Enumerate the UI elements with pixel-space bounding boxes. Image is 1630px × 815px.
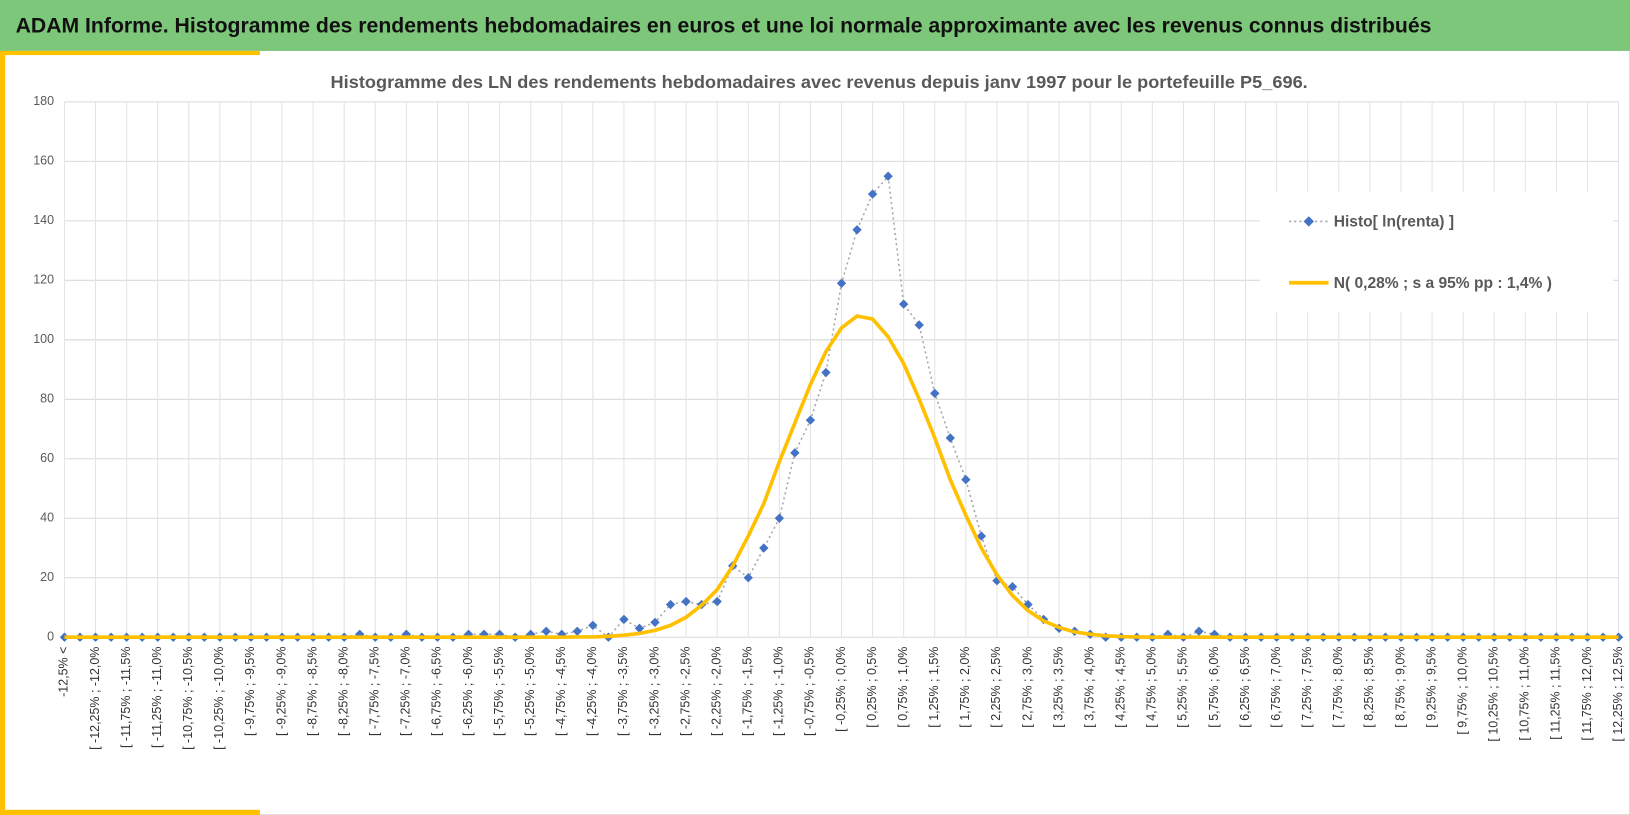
accent — [0, 50, 6, 815]
data-point — [852, 225, 862, 235]
x-tick-label: [ -9,75% ; -9,5% — [243, 647, 257, 736]
x-tick-label: [ 2,75% ; 3,0% — [1020, 647, 1034, 728]
x-tick-label: [ 3,25% ; 3,5% — [1051, 647, 1065, 728]
x-tick-label: -12,5% < — [57, 647, 71, 697]
legend-label: N( 0,28% ; s a 95% pp : 1,4% ) — [1334, 275, 1552, 292]
x-tick-label: [ -11,25% ; -11,0% — [150, 647, 164, 748]
x-tick-label: [ 4,25% ; 4,5% — [1114, 647, 1128, 728]
x-tick-label: [ -4,75% ; -4,5% — [554, 647, 568, 736]
y-tick-label: 160 — [33, 154, 54, 168]
x-tick-label: [ 6,75% ; 7,0% — [1269, 647, 1283, 728]
x-tick-label: [ 4,75% ; 5,0% — [1145, 647, 1159, 728]
data-point — [1194, 626, 1204, 636]
x-tick-label: [ -7,75% ; -7,5% — [368, 647, 382, 736]
chart-title: Histogramme des LN des rendements hebdom… — [331, 72, 1308, 92]
x-tick-label: [ -10,25% ; -10,0% — [212, 647, 226, 750]
y-tick-label: 60 — [40, 451, 54, 465]
legend-box — [1259, 192, 1614, 312]
x-tick-label: [ -12,25% ; -12,0% — [88, 647, 102, 750]
data-point — [634, 623, 645, 633]
data-point — [898, 299, 909, 309]
x-tick-label: [ -1,75% ; -1,5% — [741, 647, 755, 736]
x-tick-label: [ -0,25% ; 0,0% — [834, 647, 848, 732]
x-tick-label: [ -10,75% ; -10,5% — [181, 647, 195, 750]
y-tick-label: 0 — [47, 630, 54, 644]
data-point — [743, 573, 753, 583]
legend-label: Histo[ ln(renta) ] — [1334, 214, 1454, 231]
x-tick-label: [ 8,25% ; 8,5% — [1362, 647, 1376, 728]
x-tick-label: [ 2,25% ; 2,5% — [989, 647, 1003, 728]
x-tick-label: [ -4,25% ; -4,0% — [585, 647, 599, 736]
data-point — [572, 626, 582, 636]
y-tick-label: 100 — [33, 332, 54, 346]
data-point — [619, 614, 629, 625]
x-tick-label: [ 7,25% ; 7,5% — [1300, 647, 1314, 728]
x-tick-label: [ 0,75% ; 1,0% — [896, 647, 910, 728]
page-title: ADAM Informe. Histogramme des rendements… — [16, 15, 1432, 38]
data-point — [961, 474, 971, 485]
data-point — [712, 596, 722, 607]
y-tick-label: 180 — [33, 94, 54, 108]
x-tick-label: [ -8,75% ; -8,5% — [305, 647, 319, 736]
data-point — [650, 617, 660, 628]
x-tick-label: [ -3,25% ; -3,0% — [647, 647, 661, 736]
x-tick-label: [ -2,75% ; -2,5% — [678, 647, 692, 736]
y-tick-label: 80 — [40, 392, 54, 406]
data-point — [945, 433, 955, 443]
x-tick-label: [ -0,75% ; -0,5% — [803, 647, 817, 736]
data-point — [681, 596, 691, 607]
data-point — [665, 599, 676, 610]
y-tick-label: 40 — [40, 511, 54, 525]
x-tick-label: [ 10,25% ; 10,5% — [1487, 647, 1501, 742]
data-point — [759, 543, 769, 553]
x-tick-label: [ -11,75% ; -11,5% — [119, 647, 133, 748]
x-tick-label: [ 8,75% ; 9,0% — [1393, 647, 1407, 728]
data-point — [541, 626, 551, 636]
data-point — [976, 531, 987, 541]
x-tick-label: [ 12,25% ; 12,5% — [1611, 647, 1625, 742]
y-tick-label: 20 — [40, 570, 54, 584]
x-tick-label: [ -9,25% ; -9,0% — [274, 647, 288, 736]
x-tick-label: [ 9,25% ; 9,5% — [1424, 647, 1438, 728]
x-tick-label: [ 3,75% ; 4,0% — [1082, 647, 1096, 728]
x-tick-label: [ -3,75% ; -3,5% — [616, 647, 630, 736]
x-tick-label: [ -6,25% ; -6,0% — [461, 647, 475, 736]
x-tick-label: [ 9,75% ; 10,0% — [1455, 647, 1469, 735]
x-tick-label: [ 0,25% ; 0,5% — [865, 647, 879, 728]
x-tick-label: [ 7,75% ; 8,0% — [1331, 647, 1345, 728]
x-tick-label: [ -5,25% ; -5,0% — [523, 647, 537, 736]
x-tick-label: [ 5,25% ; 5,5% — [1176, 647, 1190, 728]
accent — [0, 809, 260, 815]
x-tick-label: [ 1,75% ; 2,0% — [958, 647, 972, 728]
x-tick-label: [ 1,25% ; 1,5% — [927, 647, 941, 728]
data-point — [790, 448, 800, 458]
x-tick-label: [ 6,25% ; 6,5% — [1238, 647, 1252, 728]
x-tick-label: [ 11,25% ; 11,5% — [1549, 647, 1563, 740]
x-tick-label: [ -5,75% ; -5,5% — [492, 647, 506, 736]
accent — [0, 50, 260, 56]
x-tick-label: [ -8,25% ; -8,0% — [336, 647, 350, 736]
x-tick-label: [ -1,25% ; -1,0% — [772, 647, 786, 736]
x-tick-label: [ -6,75% ; -6,5% — [430, 647, 444, 736]
x-tick-label: [ -2,25% ; -2,0% — [709, 647, 723, 736]
y-tick-label: 140 — [33, 213, 54, 227]
x-tick-label: [ 11,75% ; 12,0% — [1580, 647, 1594, 741]
y-tick-label: 120 — [33, 273, 54, 287]
series-line — [64, 314, 1619, 640]
x-tick-label: [ -7,25% ; -7,0% — [399, 647, 413, 736]
x-tick-label: [ 5,75% ; 6,0% — [1207, 647, 1221, 728]
x-tick-label: [ 10,75% ; 11,0% — [1518, 647, 1532, 741]
header-band — [0, 0, 1630, 51]
